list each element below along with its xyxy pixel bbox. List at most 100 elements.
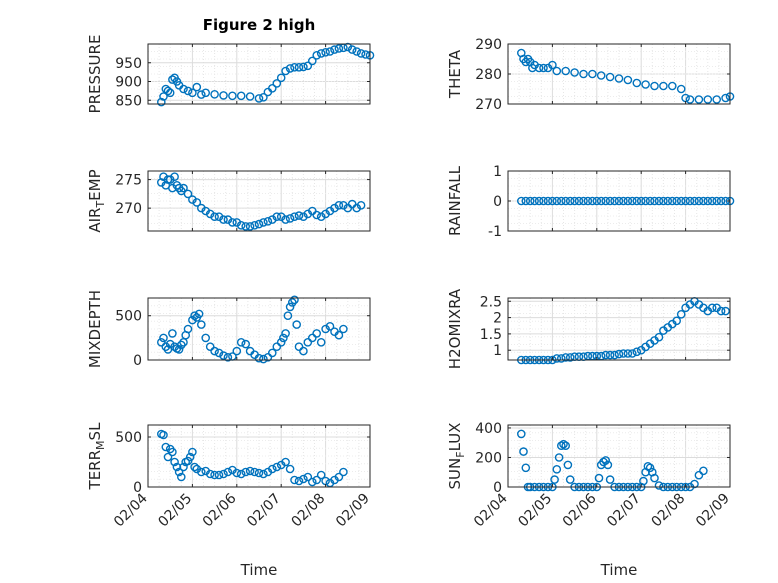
- data-point: [241, 222, 250, 231]
- data-point: [312, 51, 322, 60]
- y-tick-label: 900: [115, 75, 142, 91]
- x-tick-label: 02/04: [471, 490, 511, 530]
- data-point: [654, 332, 664, 342]
- data-point: [183, 324, 193, 334]
- data-point: [299, 62, 308, 72]
- y-tick-label: 290: [475, 37, 502, 53]
- data-point: [561, 66, 571, 76]
- data-point: [645, 196, 655, 206]
- data-point: [192, 198, 202, 207]
- data-point: [170, 172, 179, 181]
- data-point: [290, 212, 299, 221]
- data-point: [712, 95, 722, 104]
- data-point: [557, 441, 566, 451]
- data-point: [205, 469, 215, 479]
- y-tick-label: 850: [115, 93, 142, 109]
- data-point: [570, 196, 579, 206]
- data-point: [707, 196, 717, 206]
- data-point: [196, 320, 206, 329]
- data-point: [219, 91, 228, 100]
- data-point: [236, 220, 246, 230]
- data-point: [285, 302, 295, 312]
- data-point: [183, 189, 193, 199]
- data-point: [254, 353, 264, 363]
- data-point: [276, 73, 286, 83]
- data-point: [534, 63, 544, 73]
- data-point: [210, 470, 219, 480]
- x-tick-label: 02/07: [244, 491, 284, 531]
- data-point: [603, 460, 613, 470]
- data-point: [641, 80, 650, 89]
- data-point: [356, 49, 366, 58]
- data-point: [267, 464, 277, 474]
- data-point: [159, 430, 168, 440]
- data-point: [188, 315, 197, 325]
- data-point: [636, 196, 646, 206]
- data-point: [168, 447, 177, 457]
- data-point: [548, 60, 557, 70]
- data-point: [645, 463, 655, 473]
- data-point: [307, 333, 317, 343]
- data-point: [559, 439, 568, 449]
- data-point: [316, 470, 326, 480]
- axes-box: [507, 297, 731, 361]
- axes-box: [507, 424, 731, 488]
- y-tick-label: 2.5: [480, 294, 502, 310]
- data-point: [628, 196, 637, 206]
- subplot-2: 270 280 290 THETA: [446, 37, 735, 113]
- data-point: [272, 79, 282, 88]
- data-point: [721, 93, 730, 103]
- data-point: [623, 75, 633, 85]
- data-point: [192, 82, 202, 92]
- y-tick-label: 1: [493, 164, 502, 180]
- y-axis-label: THETA: [446, 49, 464, 99]
- data-point: [307, 477, 317, 487]
- data-point: [276, 337, 286, 347]
- data-point: [579, 196, 588, 206]
- subplot-4: -1 0 1 RAINFALL: [446, 164, 735, 240]
- y-tick-label: 270: [115, 201, 142, 217]
- data-point: [699, 196, 708, 206]
- data-point: [290, 295, 299, 305]
- data-point: [272, 462, 282, 472]
- data-point: [287, 298, 297, 307]
- data-point: [316, 49, 326, 58]
- data-point: [605, 72, 615, 82]
- data-point: [519, 447, 528, 456]
- data-point: [563, 460, 573, 470]
- data-point: [165, 339, 175, 349]
- x-axis-label: Time: [240, 561, 278, 579]
- data-point: [325, 321, 335, 331]
- data-point: [601, 196, 611, 206]
- x-tick-label: 02/04: [111, 490, 151, 530]
- data-point: [583, 196, 593, 206]
- data-point: [574, 196, 584, 206]
- data-point: [639, 476, 648, 486]
- subplot-8: 0 200 400 02/04 02/05 02/06 02/07 02/08 02/09 Tim…: [446, 421, 733, 579]
- data-point: [223, 467, 233, 477]
- data-point: [552, 354, 562, 363]
- data-point: [543, 196, 553, 206]
- y-tick-label: 400: [475, 421, 502, 437]
- data-point: [294, 476, 304, 486]
- axes-box: [147, 424, 371, 488]
- data-point: [334, 200, 344, 210]
- data-point: [614, 196, 624, 206]
- data-point: [259, 469, 268, 479]
- data-point: [179, 462, 188, 472]
- data-point: [228, 91, 237, 101]
- data-point: [205, 209, 215, 219]
- data-point: [352, 47, 362, 56]
- data-point: [299, 212, 308, 221]
- y-tick-label: -1: [488, 224, 502, 240]
- data-point: [601, 350, 611, 360]
- y-tick-label: 500: [115, 430, 142, 446]
- data-point: [307, 56, 317, 66]
- data-point: [241, 339, 250, 349]
- data-point: [539, 63, 548, 73]
- x-tick-label: 02/06: [200, 490, 240, 530]
- data-point: [530, 196, 539, 206]
- y-tick-label: 500: [115, 309, 142, 325]
- data-point: [156, 97, 166, 107]
- data-point: [321, 48, 330, 57]
